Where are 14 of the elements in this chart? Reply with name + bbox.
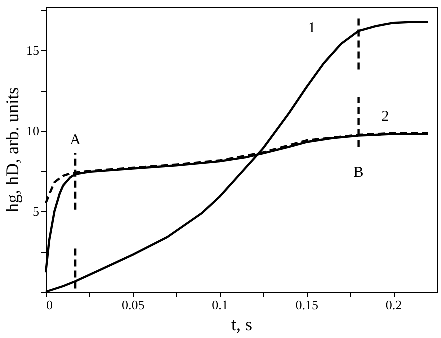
annotation: A	[70, 132, 82, 149]
annotation: 2	[382, 109, 390, 126]
y-tick-label: 10	[26, 123, 40, 138]
y-axis-title: hg, hD, arb. units	[2, 88, 22, 212]
annotation: B	[354, 165, 364, 182]
annotation: 1	[308, 20, 316, 36]
y-tick-label: 5	[33, 204, 40, 219]
x-tick-label: 0.15	[296, 298, 319, 312]
x-tick-label: 0	[46, 298, 53, 312]
x-axis-title: t, s	[231, 314, 253, 334]
x-tick-label: 0.05	[122, 298, 145, 312]
x-tick-label: 0.1	[212, 298, 228, 312]
x-tick-label: 0.2	[386, 298, 402, 312]
y-tick-label: 15	[26, 42, 40, 58]
